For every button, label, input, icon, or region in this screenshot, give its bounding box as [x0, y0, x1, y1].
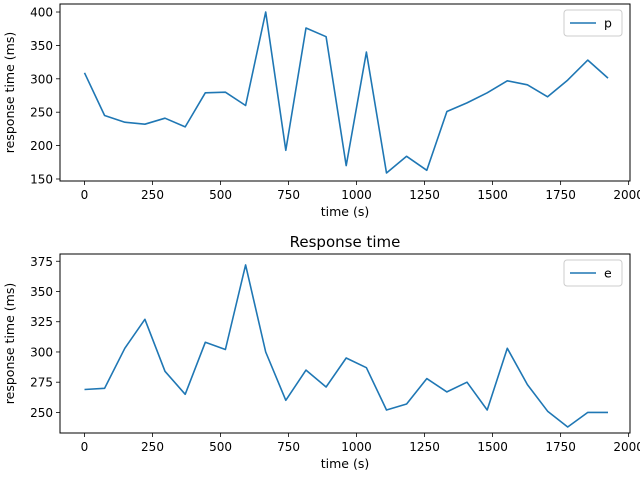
- y-tick-label: 250: [30, 406, 53, 420]
- y-tick-label: 250: [30, 106, 53, 120]
- y-tick-label: 375: [30, 255, 53, 269]
- y-tick-label: 150: [30, 172, 53, 186]
- x-axis-label: time (s): [321, 204, 369, 219]
- x-tick-label: 2000: [613, 440, 640, 454]
- plot-frame: [59, 3, 631, 182]
- legend-entry: e: [604, 266, 612, 281]
- x-tick-label: 1750: [545, 188, 576, 202]
- y-tick-label: 350: [30, 285, 53, 299]
- x-tick-label: 1250: [409, 440, 440, 454]
- y-tick-label: 300: [30, 345, 53, 359]
- x-tick-label: 750: [277, 440, 300, 454]
- y-tick-label: 350: [30, 39, 53, 53]
- x-tick-label: 2000: [613, 188, 640, 202]
- x-tick-label: 250: [141, 188, 164, 202]
- x-tick-label: 500: [209, 188, 232, 202]
- x-tick-label: 1750: [545, 440, 576, 454]
- x-tick-label: 1500: [477, 440, 508, 454]
- x-tick-label: 1250: [409, 188, 440, 202]
- y-tick-label: 400: [30, 6, 53, 20]
- x-tick-label: 1500: [477, 188, 508, 202]
- plot-frame: [59, 253, 631, 434]
- y-tick-label: 300: [30, 72, 53, 86]
- y-axis-label: response time (ms): [2, 283, 17, 404]
- legend: p: [563, 9, 623, 37]
- x-tick-label: 500: [209, 440, 232, 454]
- chart-panel-2: 0 250 500 750 1000 1250 1500 1750 2000 250 275 300 3…: [2, 233, 640, 471]
- x-tick-label: 1000: [341, 188, 372, 202]
- x-tick-label: 0: [81, 440, 89, 454]
- x-tick-label: 0: [81, 188, 89, 202]
- y-tick-label: 275: [30, 376, 53, 390]
- x-tick-label: 750: [277, 188, 300, 202]
- x-axis-label: time (s): [321, 456, 369, 471]
- legend: e: [563, 259, 623, 287]
- x-tick-label: 1000: [341, 440, 372, 454]
- chart-panel-1: 0 250 500 750 1000 1250 1500 1750 2000 150 200 250 3…: [2, 3, 640, 219]
- y-axis-label: response time (ms): [2, 32, 17, 153]
- y-tick-label: 200: [30, 139, 53, 153]
- series-line-p: [83, 11, 609, 174]
- series-line-e: [84, 264, 608, 428]
- legend-entry: p: [604, 16, 612, 31]
- chart-title: Response time: [290, 233, 401, 251]
- x-tick-label: 250: [141, 440, 164, 454]
- y-tick-label: 325: [30, 315, 53, 329]
